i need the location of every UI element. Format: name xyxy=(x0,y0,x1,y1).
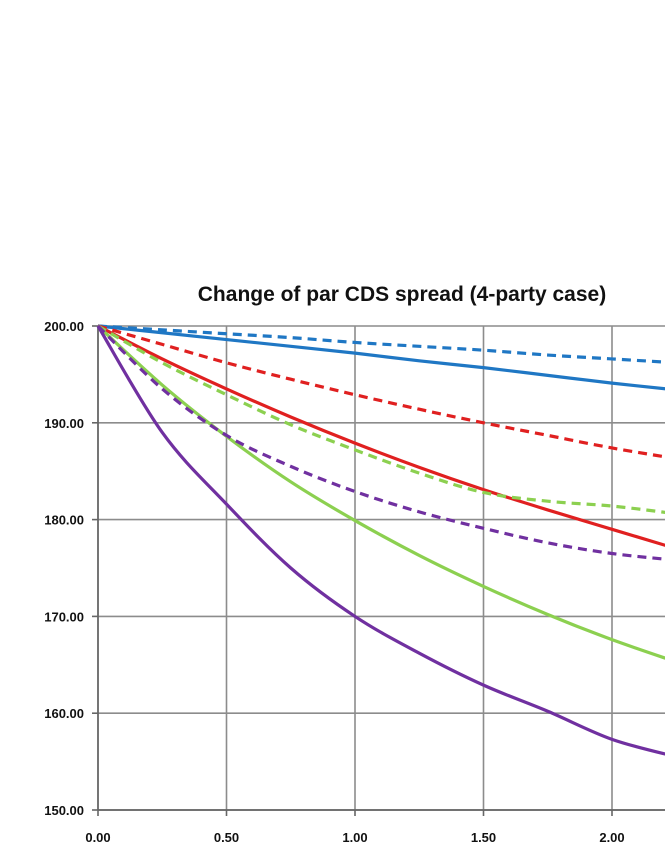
y-tick-label: 150.00 xyxy=(44,803,84,818)
x-tick-label: 2.00 xyxy=(599,830,624,845)
x-tick-label: 1.50 xyxy=(471,830,496,845)
y-tick-label: 170.00 xyxy=(44,609,84,624)
chart-title: Change of par CDS spread (4-party case) xyxy=(197,283,607,306)
y-tick-label: 190.00 xyxy=(44,416,84,431)
axes xyxy=(92,325,665,816)
series-line-4-dashed xyxy=(97,324,665,459)
x-tick-label: 1.00 xyxy=(342,830,367,845)
x-tick-labels: 0.00 0.50 1.00 1.50 2.00 xyxy=(85,830,624,845)
series-line-3-solid xyxy=(97,324,665,547)
series-line-2-dashed xyxy=(97,324,665,364)
series-line-1-solid xyxy=(97,324,665,391)
y-tick-label: 180.00 xyxy=(44,513,84,528)
series-line-7-solid xyxy=(96,325,665,756)
series-lines xyxy=(96,324,665,756)
y-tick-label: 160.00 xyxy=(44,706,84,721)
x-tick-label: 0.50 xyxy=(214,830,239,845)
series-line-5-solid xyxy=(96,324,665,660)
y-tick-label: 200.00 xyxy=(44,319,84,334)
series-line-8-dashed xyxy=(96,324,665,561)
y-tick-labels: 200.00 190.00 180.00 170.00 160.00 150.00 xyxy=(44,319,84,818)
x-tick-label: 0.00 xyxy=(85,830,110,845)
grid xyxy=(98,325,665,811)
series-line-6-dashed xyxy=(97,324,665,514)
